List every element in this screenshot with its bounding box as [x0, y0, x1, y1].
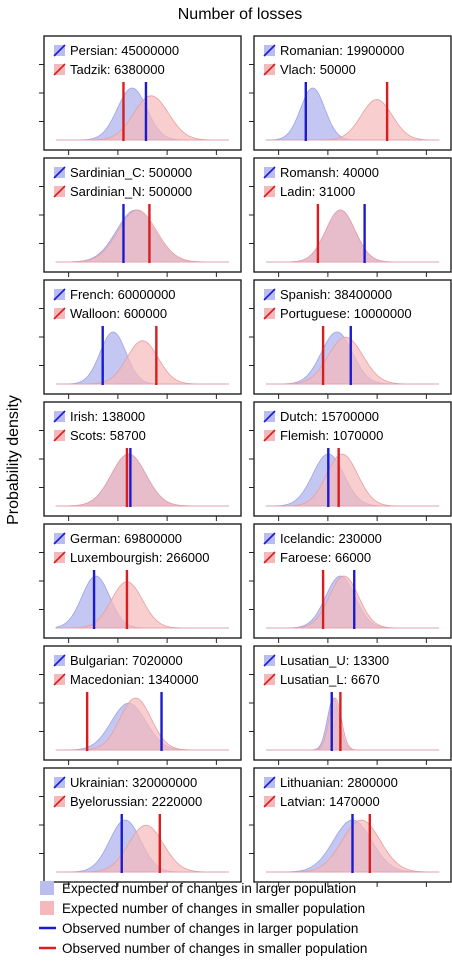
figure-title: Number of losses [178, 6, 303, 23]
expected-smaller-area [56, 824, 229, 873]
panel-legend-stroke-larger [53, 288, 66, 301]
legend-swatch [40, 901, 54, 915]
panel-legend-stroke-smaller [53, 795, 66, 808]
panel-legend-label-smaller: Byelorussian: 2220000 [70, 794, 202, 809]
panel-legend-stroke-smaller [53, 551, 66, 564]
expected-smaller-area [266, 99, 440, 141]
panel-13: Ukrainian: 320000000 Byelorussian: 222000… [39, 767, 242, 887]
panel-legend-stroke-larger [263, 166, 276, 179]
panel-10: Icelandic: 230000 Faroese: 66000 [249, 523, 452, 643]
panel-legend-stroke-larger [263, 776, 276, 789]
panel-legend-stroke-smaller [53, 673, 66, 686]
panel-12: Lusatian_U: 13300 Lusatian_L: 6670 [249, 645, 452, 765]
panel-legend-stroke-larger [53, 532, 66, 545]
panel-legend-stroke-larger [53, 44, 66, 57]
legend-label: Expected number of changes in smaller po… [62, 901, 365, 916]
panel-legend-label-smaller: Luxembourgish: 266000 [70, 550, 210, 565]
expected-smaller-area [266, 209, 439, 263]
panel-legend-stroke-smaller [53, 307, 66, 320]
panel-5: French: 60000000 Walloon: 600000 [39, 279, 242, 399]
expected-larger-area [266, 697, 439, 751]
panel-legend-label-smaller: Tadzik: 6380000 [70, 62, 165, 77]
panel-legend-stroke-larger [53, 776, 66, 789]
legend-label: Observed number of changes in larger pop… [62, 921, 358, 936]
panel-legend-label-larger: Icelandic: 230000 [280, 531, 382, 546]
panel-legend-stroke-larger [263, 532, 276, 545]
panel-legend-label-smaller: Vlach: 50000 [280, 62, 356, 77]
panel-legend-label-larger: Dutch: 15700000 [280, 409, 379, 424]
panel-legend-stroke-larger [53, 410, 66, 423]
panel-legend-label-larger: Sardinian_C: 500000 [70, 165, 192, 180]
legend-swatch [40, 881, 54, 895]
panel-3: Sardinian_C: 500000 Sardinian_N: 500000 [39, 157, 242, 277]
panel-legend-label-smaller: Flemish: 1070000 [280, 428, 383, 443]
panel-1: Persian: 45000000 Tadzik: 6380000 [39, 35, 242, 155]
panel-legend-stroke-larger [263, 654, 276, 667]
legend-label: Observed number of changes in smaller po… [62, 941, 367, 956]
panel-legend-label-smaller: Sardinian_N: 500000 [70, 184, 192, 199]
panel-legend-stroke-larger [263, 288, 276, 301]
panel-legend-stroke-larger [263, 410, 276, 423]
legend-label: Expected number of changes in larger pop… [62, 881, 356, 896]
panel-legend-label-larger: French: 60000000 [70, 287, 176, 302]
panel-legend-label-smaller: Macedonian: 1340000 [70, 672, 199, 687]
panel-legend-stroke-smaller [263, 673, 276, 686]
panel-8: Dutch: 15700000 Flemish: 1070000 [249, 401, 452, 521]
panel-legend-label-larger: Lithuanian: 2800000 [280, 775, 398, 790]
panel-legend-stroke-smaller [263, 551, 276, 564]
expected-smaller-area [56, 581, 229, 629]
expected-smaller-area [56, 340, 229, 385]
panel-legend-stroke-smaller [263, 795, 276, 808]
panel-legend-stroke-smaller [263, 429, 276, 442]
panel-7: Irish: 138000 Scots: 58700 [39, 401, 242, 521]
expected-smaller-area [56, 95, 229, 141]
panel-legend-label-larger: Persian: 45000000 [70, 43, 179, 58]
figure-legend: Expected number of changes in larger pop… [39, 881, 367, 956]
panel-legend-stroke-smaller [263, 307, 276, 320]
panel-14: Lithuanian: 2800000 Latvian: 1470000 [249, 767, 452, 887]
panel-4: Romansh: 40000 Ladin: 31000 [249, 157, 452, 277]
panel-11: Bulgarian: 7020000 Macedonian: 1340000 [39, 645, 242, 765]
panel-legend-stroke-smaller [53, 429, 66, 442]
panel-legend-stroke-larger [263, 44, 276, 57]
panel-legend-label-larger: Ukrainian: 320000000 [70, 775, 197, 790]
panel-legend-label-smaller: Lusatian_L: 6670 [280, 672, 380, 687]
panel-legend-stroke-smaller [53, 185, 66, 198]
panel-legend-label-larger: German: 69800000 [70, 531, 182, 546]
y-axis-label: Probability density [5, 395, 22, 525]
expected-smaller-area [55, 453, 229, 507]
expected-smaller-area [266, 697, 439, 751]
panel-legend-label-smaller: Walloon: 600000 [70, 306, 167, 321]
panel-9: German: 69800000 Luxembourgish: 266000 [39, 523, 242, 643]
panel-legend-stroke-smaller [263, 63, 276, 76]
expected-smaller-area [56, 697, 229, 751]
expected-smaller-area [266, 453, 439, 507]
panel-2: Romanian: 19900000 Vlach: 50000 [249, 35, 452, 155]
panel-legend-label-smaller: Portuguese: 10000000 [280, 306, 412, 321]
expected-smaller-area [266, 575, 439, 629]
panel-legend-label-larger: Romanian: 19900000 [280, 43, 404, 58]
panel-legend-label-smaller: Scots: 58700 [70, 428, 146, 443]
expected-smaller-area [55, 209, 229, 263]
expected-smaller-area [266, 336, 439, 385]
panel-legend-stroke-smaller [263, 185, 276, 198]
panel-legend-label-smaller: Ladin: 31000 [280, 184, 355, 199]
panel-legend-label-larger: Irish: 138000 [70, 409, 145, 424]
panel-legend-label-larger: Spanish: 38400000 [280, 287, 392, 302]
panel-6: Spanish: 38400000 Portuguese: 10000000 [249, 279, 452, 399]
panel-legend-stroke-larger [53, 166, 66, 179]
panel-legend-label-larger: Romansh: 40000 [280, 165, 379, 180]
panel-legend-stroke-larger [53, 654, 66, 667]
panel-legend-label-smaller: Latvian: 1470000 [280, 794, 380, 809]
panel-legend-stroke-smaller [53, 63, 66, 76]
panel-legend-label-larger: Lusatian_U: 13300 [280, 653, 389, 668]
panel-legend-label-larger: Bulgarian: 7020000 [70, 653, 183, 668]
panel-legend-label-smaller: Faroese: 66000 [280, 550, 371, 565]
